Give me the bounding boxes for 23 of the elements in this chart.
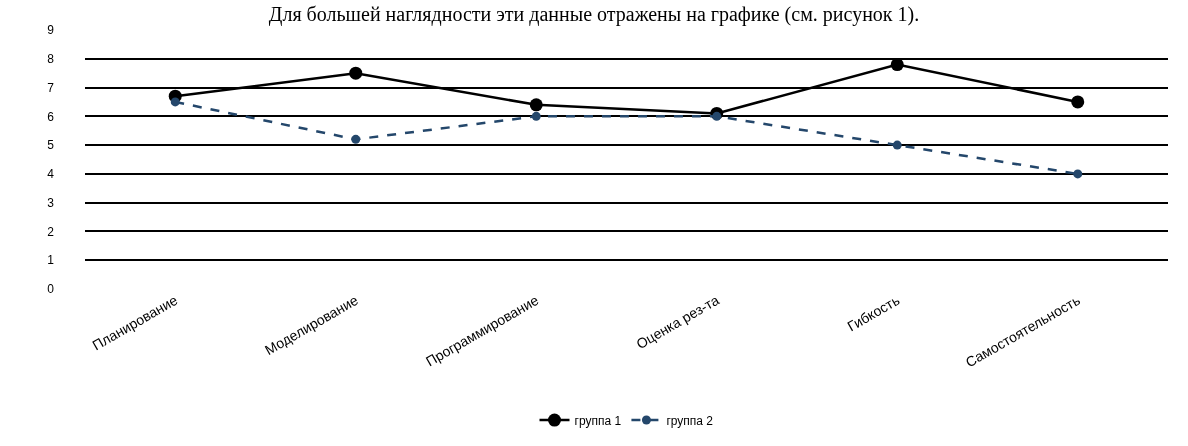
point: [712, 111, 722, 121]
point: [892, 140, 902, 150]
legend-label: группа 1: [574, 413, 622, 428]
y-tick-label: 5: [47, 138, 55, 153]
point: [531, 111, 541, 121]
point: [890, 58, 904, 72]
point: [529, 98, 543, 112]
chart-title: Для большей наглядности эти данные отражены на графике (см. рисунок 1).: [268, 2, 920, 26]
point: [170, 97, 180, 107]
point: [349, 66, 363, 80]
y-tick-label: 3: [47, 195, 55, 210]
y-tick-label: 8: [47, 51, 55, 66]
legend-label: группа 2: [666, 413, 714, 428]
point: [1073, 169, 1083, 179]
y-tick-label: 7: [47, 80, 55, 95]
point: [1071, 95, 1085, 109]
point: [351, 134, 361, 144]
y-tick-label: 9: [47, 23, 55, 38]
y-tick-label: 0: [47, 282, 55, 297]
y-tick-label: 4: [47, 167, 55, 182]
y-tick-label: 6: [47, 109, 55, 124]
y-tick-label: 1: [47, 253, 55, 268]
y-tick-label: 2: [47, 224, 55, 239]
